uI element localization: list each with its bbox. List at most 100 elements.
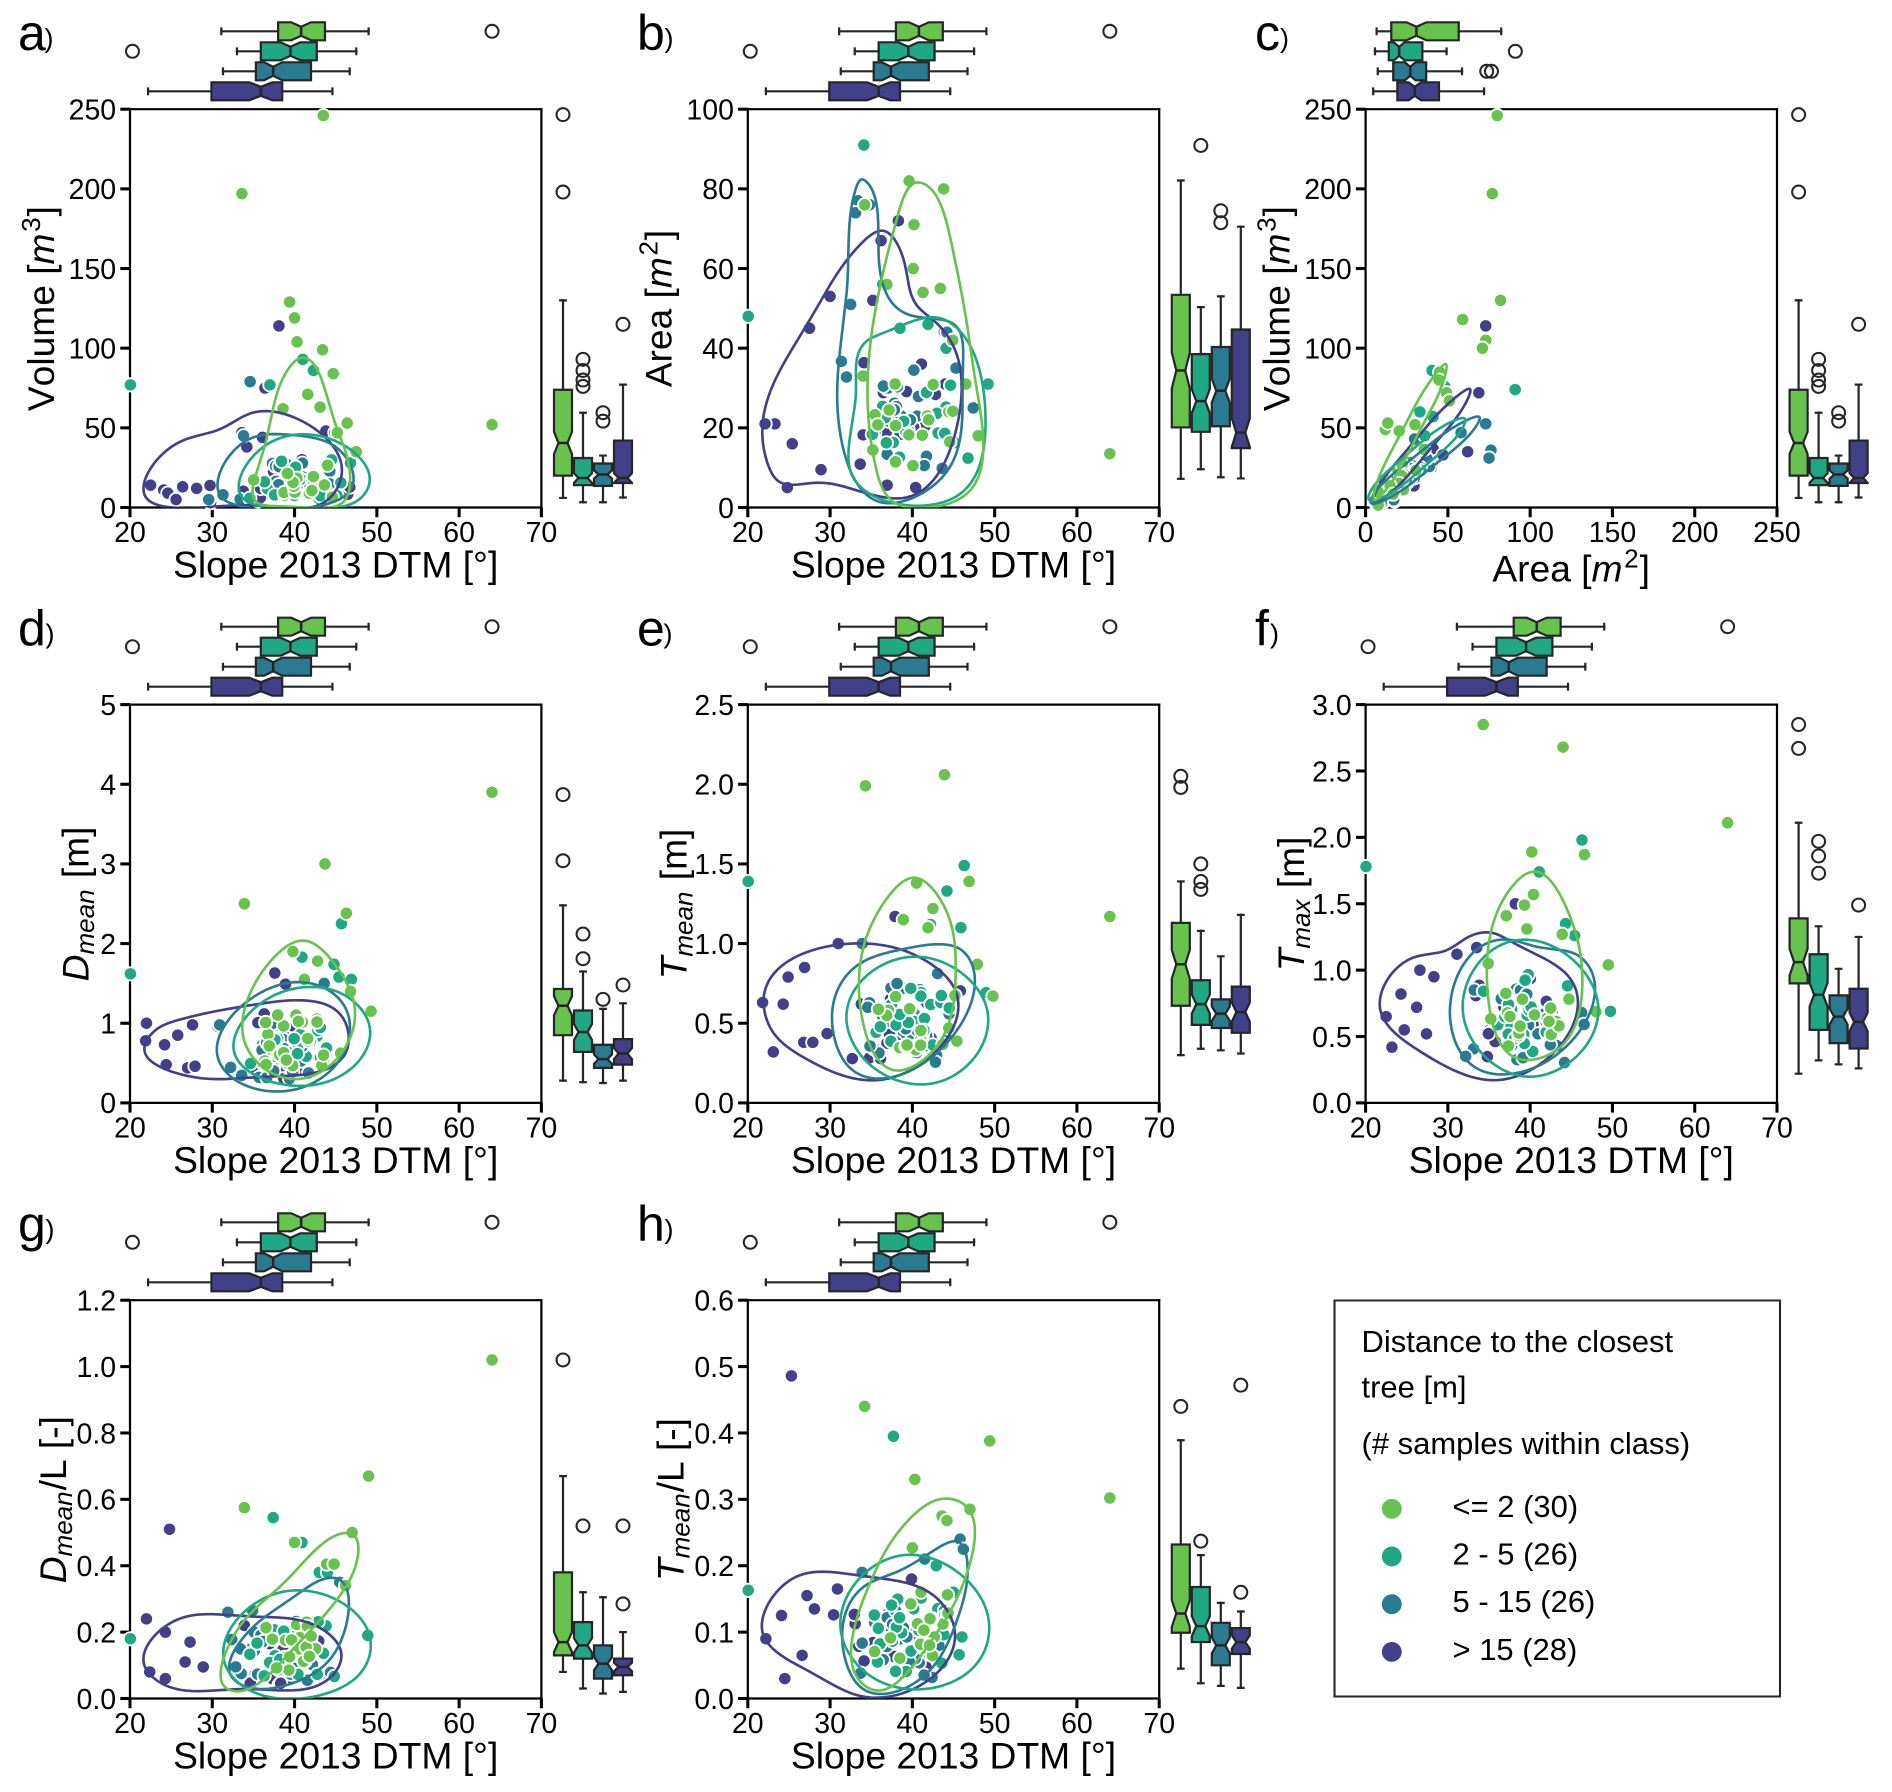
- svg-text:V o l u: V o l u m e [ ] m 3: [16, 200, 62, 411]
- svg-text:30: 30: [814, 1112, 846, 1144]
- svg-text:0.0: 0.0: [694, 1684, 734, 1716]
- svg-text:200: 200: [1671, 517, 1718, 549]
- svg-text:40: 40: [897, 1708, 929, 1740]
- svg-text:Slope 2013 DTM [°]: Slope 2013 DTM [°]: [791, 1735, 1116, 1777]
- svg-text:150: 150: [1304, 254, 1352, 286]
- svg-text:1: 1: [100, 1009, 116, 1041]
- svg-text:60: 60: [443, 517, 475, 549]
- svg-text:0.4: 0.4: [77, 1551, 117, 1583]
- svg-text:D m e a: D m e a n [ m ]: [54, 827, 100, 982]
- svg-text:0.5: 0.5: [1312, 1022, 1352, 1054]
- svg-text:0: 0: [1336, 493, 1352, 525]
- svg-text:50: 50: [979, 517, 1011, 549]
- svg-text:2.5: 2.5: [1312, 756, 1352, 788]
- svg-text:70: 70: [526, 1708, 558, 1740]
- svg-text:70: 70: [526, 1112, 558, 1144]
- svg-text:40: 40: [279, 1708, 311, 1740]
- svg-text:Slope 2013 DTM [°]: Slope 2013 DTM [°]: [791, 544, 1116, 586]
- svg-text:A r e a: A r e a [ ] m 2: [634, 224, 680, 388]
- svg-text:50: 50: [361, 1708, 393, 1740]
- svg-text:30: 30: [196, 1112, 228, 1144]
- svg-text:f: f: [1255, 600, 1269, 656]
- svg-text:1.0: 1.0: [694, 929, 734, 961]
- svg-text:100: 100: [69, 333, 116, 365]
- svg-text:Slope 2013 DTM [°]: Slope 2013 DTM [°]: [173, 544, 498, 586]
- svg-text:30: 30: [196, 517, 228, 549]
- svg-text:30: 30: [196, 1708, 228, 1740]
- svg-text:20: 20: [114, 1112, 146, 1144]
- svg-text:1.5: 1.5: [1312, 889, 1352, 921]
- svg-text:60: 60: [702, 254, 734, 286]
- svg-text:): ): [665, 1213, 674, 1244]
- svg-text:): ): [45, 618, 54, 649]
- svg-text:tree [m]: tree [m]: [1362, 1370, 1467, 1405]
- svg-text:3.0: 3.0: [1312, 690, 1352, 722]
- svg-text:80: 80: [702, 174, 734, 206]
- svg-text:50: 50: [361, 1112, 393, 1144]
- svg-text:A r e a: A r e a [ ] m 2: [1492, 544, 1656, 590]
- svg-text:4: 4: [100, 770, 116, 802]
- svg-text:0.6: 0.6: [694, 1286, 734, 1318]
- svg-text:20: 20: [732, 517, 764, 549]
- svg-text:200: 200: [1304, 174, 1352, 206]
- svg-text:40: 40: [279, 517, 311, 549]
- svg-text:Slope 2013 DTM [°]: Slope 2013 DTM [°]: [173, 1735, 498, 1777]
- svg-text:> 15 (28): > 15 (28): [1453, 1632, 1578, 1667]
- svg-text:60: 60: [1061, 517, 1093, 549]
- svg-text:D m e a: D m e a n / L [ - ]: [32, 1416, 78, 1583]
- svg-text:): ): [45, 22, 54, 53]
- svg-text:20: 20: [732, 1708, 764, 1740]
- svg-text:70: 70: [526, 517, 558, 549]
- svg-text:T m a x: T m a x [ m ]: [1270, 837, 1316, 972]
- svg-text:20: 20: [114, 517, 146, 549]
- svg-text:40: 40: [897, 1112, 929, 1144]
- svg-text:): ): [665, 22, 674, 53]
- svg-text:): ): [45, 1213, 54, 1244]
- svg-text:60: 60: [1679, 1112, 1711, 1144]
- svg-text:g: g: [18, 1196, 46, 1252]
- svg-text:0: 0: [100, 493, 116, 525]
- svg-text:Slope 2013 DTM [°]: Slope 2013 DTM [°]: [1409, 1139, 1734, 1181]
- svg-text:60: 60: [443, 1112, 475, 1144]
- svg-text:150: 150: [69, 254, 116, 286]
- svg-text:1.0: 1.0: [77, 1352, 117, 1384]
- svg-text:40: 40: [702, 333, 734, 365]
- svg-text:e: e: [637, 600, 665, 656]
- svg-text:30: 30: [814, 517, 846, 549]
- svg-text:a: a: [18, 5, 46, 61]
- svg-text:250: 250: [1304, 95, 1352, 127]
- svg-text:0.0: 0.0: [77, 1684, 117, 1716]
- svg-text:T m e a: T m e a n / L [ - ]: [650, 1418, 696, 1581]
- svg-text:1.5: 1.5: [694, 849, 734, 881]
- svg-text:50: 50: [84, 413, 116, 445]
- svg-text:200: 200: [69, 174, 116, 206]
- svg-text:150: 150: [1589, 517, 1636, 549]
- svg-text:50: 50: [1597, 1112, 1629, 1144]
- svg-text:0.0: 0.0: [694, 1088, 734, 1120]
- svg-text:250: 250: [1753, 517, 1800, 549]
- svg-text:20: 20: [1350, 1112, 1382, 1144]
- svg-text:Distance to the closest: Distance to the closest: [1362, 1324, 1674, 1359]
- svg-text:40: 40: [1514, 1112, 1546, 1144]
- svg-text:70: 70: [1143, 1708, 1175, 1740]
- svg-text:40: 40: [897, 517, 929, 549]
- svg-text:100: 100: [1304, 333, 1352, 365]
- svg-text:30: 30: [1432, 1112, 1464, 1144]
- svg-text:2.0: 2.0: [1312, 823, 1352, 855]
- svg-text:): ): [664, 618, 673, 649]
- svg-text:0.8: 0.8: [77, 1418, 117, 1450]
- svg-text:Slope 2013 DTM [°]: Slope 2013 DTM [°]: [173, 1139, 498, 1181]
- svg-text:5: 5: [100, 690, 116, 722]
- svg-text:100: 100: [686, 95, 734, 127]
- svg-text:0.2: 0.2: [77, 1617, 117, 1649]
- svg-text:20: 20: [114, 1708, 146, 1740]
- svg-text:1.2: 1.2: [77, 1286, 117, 1318]
- svg-text:(# samples within class): (# samples within class): [1362, 1426, 1691, 1461]
- svg-text:0.5: 0.5: [694, 1009, 734, 1041]
- svg-text:50: 50: [979, 1708, 1011, 1740]
- svg-text:50: 50: [979, 1112, 1011, 1144]
- svg-text:c: c: [1255, 5, 1280, 61]
- svg-text:20: 20: [732, 1112, 764, 1144]
- svg-text:5 - 15 (26): 5 - 15 (26): [1453, 1584, 1596, 1619]
- svg-text:50: 50: [1320, 413, 1352, 445]
